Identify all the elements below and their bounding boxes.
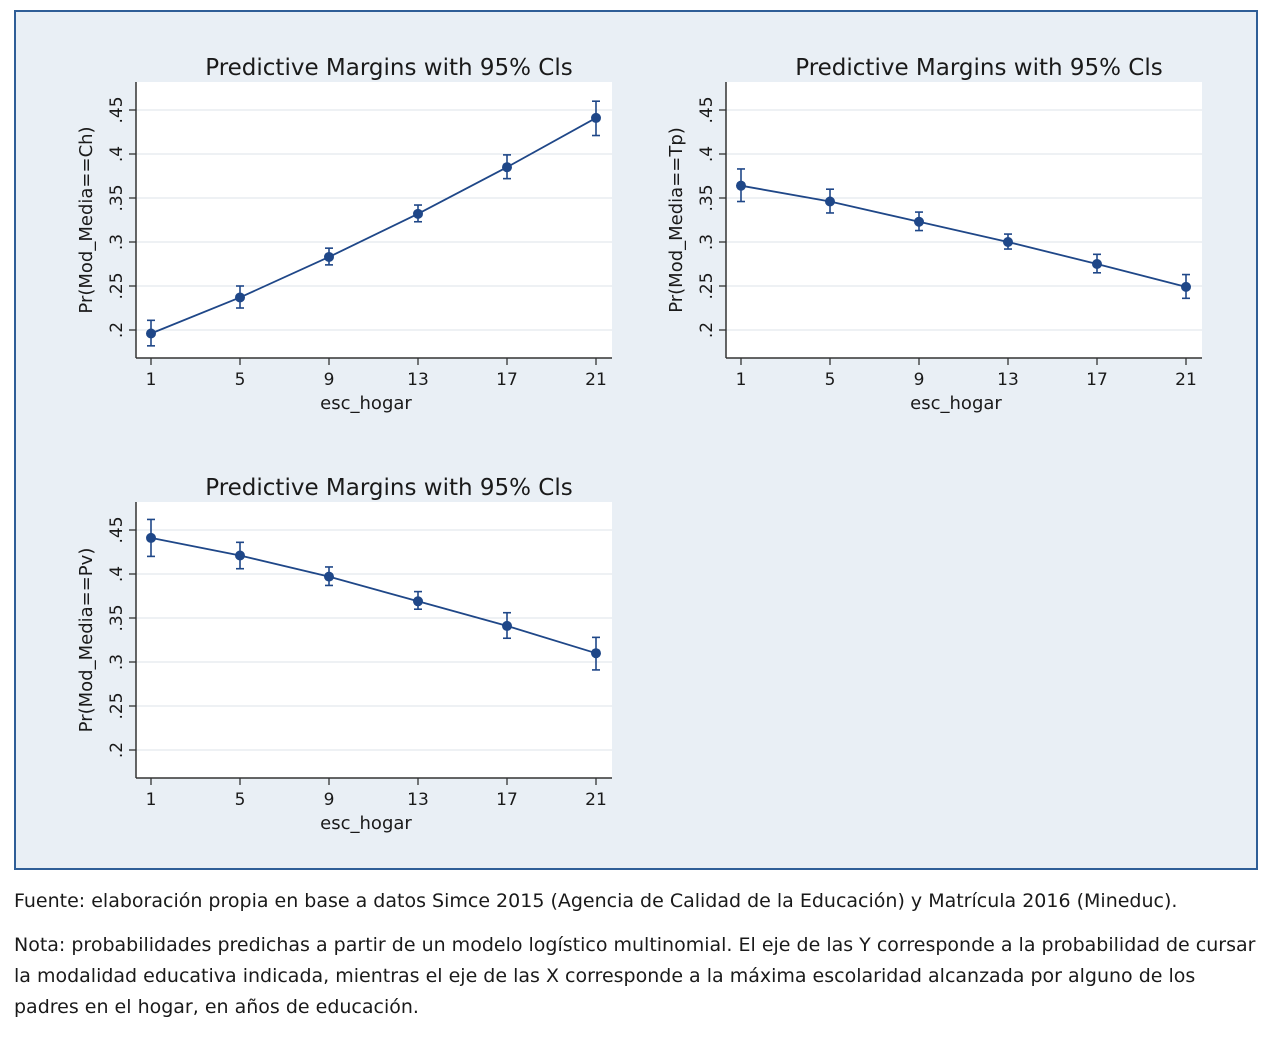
x-tick-label: 5 <box>825 370 836 390</box>
data-point <box>413 208 423 219</box>
y-axis-title: Pr(Mod_Media==Tp) <box>666 127 687 313</box>
x-tick-label: 1 <box>736 370 747 390</box>
x-tick-label: 17 <box>496 790 518 810</box>
chart-title: Predictive Margins with 95% Cls <box>205 475 573 501</box>
y-tick-label: .2 <box>697 322 717 338</box>
y-axis-title: Pr(Mod_Media==Ch) <box>76 126 97 313</box>
data-point <box>413 596 423 607</box>
y-tick-label: .3 <box>107 654 127 670</box>
series-line <box>150 117 597 335</box>
x-tick-label: 17 <box>1086 370 1108 390</box>
x-tick-label: 13 <box>407 370 429 390</box>
y-tick-label: .35 <box>107 184 127 211</box>
plot-area <box>136 82 612 358</box>
y-tick-label: .25 <box>107 692 127 719</box>
figure-note: Nota: probabilidades predichas a partir … <box>14 934 1256 1018</box>
data-point <box>235 550 245 561</box>
x-axis-title: esc_hogar <box>320 393 412 414</box>
data-point <box>235 292 245 303</box>
data-point <box>1181 281 1191 292</box>
x-tick-label: 17 <box>496 370 518 390</box>
y-tick-label: .3 <box>107 234 127 250</box>
y-tick-label: .45 <box>107 96 127 123</box>
x-tick-label: 21 <box>1175 370 1197 390</box>
data-point <box>502 620 512 631</box>
y-tick-label: .4 <box>107 566 127 582</box>
x-tick-label: 9 <box>914 370 925 390</box>
data-point <box>324 251 334 262</box>
series-line <box>150 537 597 655</box>
y-tick-label: .25 <box>697 272 717 299</box>
data-point <box>502 162 512 173</box>
data-point <box>591 648 601 659</box>
data-point <box>146 328 156 339</box>
y-tick-label: .35 <box>107 604 127 631</box>
x-tick-label: 21 <box>585 370 607 390</box>
x-tick-label: 9 <box>324 790 335 810</box>
plot-area <box>726 82 1202 358</box>
figure-frame: .2.25.3.35.4.45 1 5 9 13 17 21 esc_hogar Pr(Mod_… <box>14 10 1258 870</box>
data-point <box>1003 237 1013 247</box>
data-point <box>736 180 746 191</box>
x-tick-label: 5 <box>235 370 246 390</box>
y-tick-label: .2 <box>107 742 127 758</box>
x-axis-title: esc_hogar <box>320 813 412 834</box>
x-tick-label: 1 <box>146 370 157 390</box>
series-line <box>740 184 1187 288</box>
data-point <box>1092 259 1102 269</box>
x-tick-label: 9 <box>324 370 335 390</box>
x-axis-title: esc_hogar <box>910 393 1002 414</box>
y-tick-label: .35 <box>697 184 717 211</box>
chart-pv: .2 .25 .3 .35 .4 .45 1 5 9 13 17 21 esc_hogar Pr(Mod_… <box>76 475 612 834</box>
y-tick-label: .45 <box>107 516 127 543</box>
x-tick-label: 13 <box>407 790 429 810</box>
data-point <box>324 571 334 582</box>
x-tick-label: 21 <box>585 790 607 810</box>
x-tick-label: 5 <box>235 790 246 810</box>
x-tick-label: 13 <box>997 370 1019 390</box>
chart-title: Predictive Margins with 95% Cls <box>205 55 573 81</box>
y-tick-label: .45 <box>697 96 717 123</box>
chart-tp: .2 .25 .3 .35 .4 .45 1 5 9 13 17 21 esc_hogar Pr(Mod_… <box>666 55 1202 414</box>
data-point <box>914 216 924 227</box>
chart-ch: .2 .25 .3 .35 .4 .45 1 5 9 13 17 21 esc_hogar Pr(Mod_… <box>76 55 612 414</box>
figure-source: Fuente: elaboración propia en base a dat… <box>14 890 1178 912</box>
plot-area <box>136 502 612 778</box>
y-tick-label: .2 <box>107 322 127 338</box>
chart-title: Predictive Margins with 95% Cls <box>795 55 1163 81</box>
data-point <box>146 532 156 543</box>
y-tick-label: .25 <box>107 272 127 299</box>
data-point <box>591 112 601 123</box>
y-tick-label: .4 <box>697 146 717 162</box>
y-tick-label: .3 <box>697 234 717 250</box>
y-tick-label: .4 <box>107 146 127 162</box>
y-axis-title: Pr(Mod_Media==Pv) <box>76 548 97 733</box>
data-point <box>825 196 835 207</box>
x-tick-label: 1 <box>146 790 157 810</box>
